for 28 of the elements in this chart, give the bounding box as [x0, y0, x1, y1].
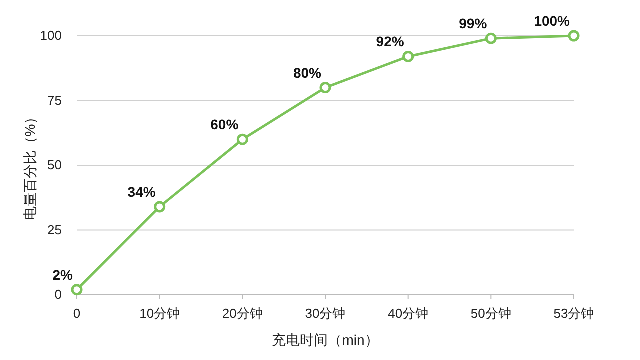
data-label: 92%: [376, 34, 405, 50]
x-tick-label: 40分钟: [388, 306, 429, 321]
x-tick-label: 0: [73, 306, 81, 321]
x-tick-label: 30分钟: [305, 306, 346, 321]
point: [402, 50, 414, 62]
data-label: 60%: [210, 116, 240, 133]
point: [154, 201, 166, 213]
y-tick-label: 100: [40, 28, 62, 43]
point: [568, 30, 580, 42]
data-label: 100%: [534, 13, 571, 29]
x-axis-title: 充电时间（min）: [272, 332, 379, 348]
y-tick-label: 50: [48, 158, 62, 172]
y-tick-label: 75: [48, 92, 62, 108]
y-axis-title: 电量百分比（%）: [22, 110, 38, 221]
data-label: 80%: [293, 64, 322, 81]
point: [320, 82, 332, 94]
data-label: 2%: [52, 266, 74, 283]
point: [236, 134, 248, 146]
data-label: 99%: [459, 16, 488, 32]
data-label: 34%: [128, 184, 156, 200]
point: [485, 32, 497, 44]
x-tick-label: 10分钟: [140, 306, 180, 321]
x-tick-label: 20分钟: [222, 306, 263, 321]
y-tick-label: 25: [48, 222, 62, 238]
x-tick-label: 53分钟: [554, 306, 594, 321]
y-tick-label: 0: [54, 287, 62, 302]
point: [71, 284, 83, 296]
x-tick-label: 50分钟: [470, 306, 512, 321]
